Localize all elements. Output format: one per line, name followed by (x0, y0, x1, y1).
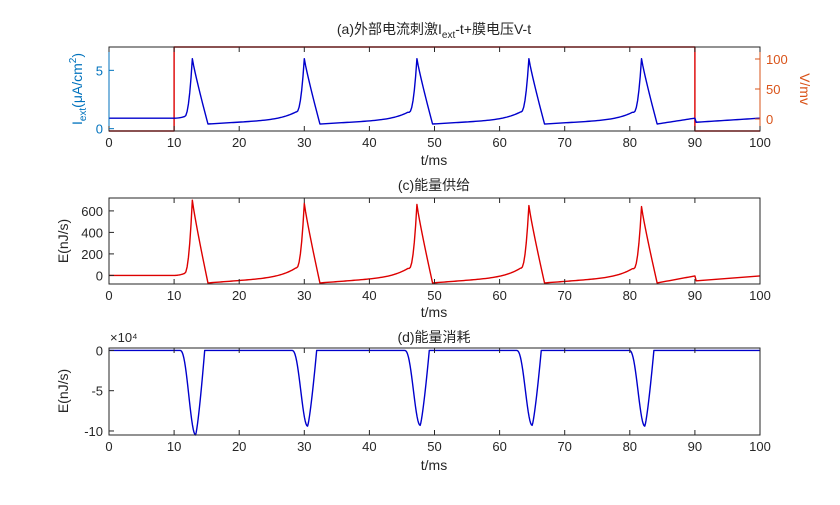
panel-d-x-label: t/ms (421, 457, 447, 473)
x-tick-label: 50 (427, 135, 441, 150)
panel-a: (a)外部电流刺激Iext-t+膜电压V-t 0 10 20 30 40 50 60 70 80… (68, 21, 813, 168)
x-tick-label: 70 (557, 439, 571, 454)
panel-a-series (109, 46, 761, 132)
x-tick-label: 20 (232, 439, 246, 454)
x-tick-label: 100 (749, 288, 771, 303)
x-tick-label: 80 (623, 439, 637, 454)
x-tick-label: 50 (427, 439, 441, 454)
panel-c-x-ticks: 0 10 20 30 40 50 60 70 80 90 100 (105, 198, 771, 303)
panel-d-y-ticks: 0 -5 -10 (84, 343, 114, 439)
x-tick-label: 40 (362, 135, 376, 150)
x-tick-label: 10 (167, 288, 181, 303)
x-tick-label: 60 (492, 135, 506, 150)
y-tick-label: 0 (96, 343, 103, 358)
panel-c-series (109, 199, 761, 284)
x-tick-label: 30 (297, 439, 311, 454)
panel-d-title: (d)能量消耗 (397, 329, 470, 345)
y-tick-label: 5 (96, 63, 103, 78)
panel-a-right-y-ticks: 0 50 100 (755, 52, 788, 127)
panel-d-y-label: E(nJ/s) (55, 369, 71, 413)
x-tick-label: 90 (688, 288, 702, 303)
x-tick-label: 0 (105, 439, 112, 454)
y-tick-label: 400 (81, 225, 103, 240)
energy-consumption-line (109, 349, 760, 436)
y-tick-label: 0 (96, 122, 103, 137)
y-tick-label: -5 (91, 384, 103, 399)
y-tick-label: 200 (81, 247, 103, 262)
x-tick-label: 100 (749, 135, 771, 150)
x-tick-label: 0 (105, 135, 112, 150)
x-tick-label: 60 (492, 288, 506, 303)
x-tick-label: 10 (167, 439, 181, 454)
panel-c-axes-box (108, 197, 761, 285)
panel-c-title: (c)能量供给 (398, 177, 470, 193)
panel-d-axes-box (108, 347, 761, 436)
x-tick-label: 30 (297, 288, 311, 303)
x-tick-label: 20 (232, 135, 246, 150)
y-tick-label: 0 (96, 268, 103, 283)
y-tick-label-right: 50 (766, 82, 780, 97)
panel-d: (d)能量消耗 ×10⁴ 0 10 20 30 40 50 60 70 80 90 100 0 -5 -… (55, 329, 771, 473)
x-tick-label: 90 (688, 135, 702, 150)
panel-c-x-label: t/ms (421, 304, 447, 320)
panel-a-left-y-ticks: 05 (96, 63, 114, 137)
x-tick-label: 100 (749, 439, 771, 454)
panel-a-x-label: t/ms (421, 152, 447, 168)
x-tick-label: 90 (688, 439, 702, 454)
x-tick-label: 30 (297, 135, 311, 150)
panel-c-y-ticks: 0 200 400 600 (81, 204, 114, 283)
energy-supply-line (109, 199, 761, 284)
panel-a-right-y-label: V/mv (797, 73, 813, 105)
y-tick-label: -10 (84, 424, 103, 439)
panel-d-x-ticks: 0 10 20 30 40 50 60 70 80 90 100 (105, 348, 771, 454)
panel-a-title: (a)外部电流刺激Iext-t+膜电压V-t (337, 21, 531, 41)
x-tick-label: 50 (427, 288, 441, 303)
x-tick-label: 40 (362, 288, 376, 303)
x-tick-label: 60 (492, 439, 506, 454)
membrane-voltage-line (109, 57, 761, 125)
y-tick-label-right: 0 (766, 112, 773, 127)
panel-a-left-y-label: Iext(μA/cm2) (68, 53, 89, 125)
x-tick-label: 10 (167, 135, 181, 150)
x-tick-label: 40 (362, 439, 376, 454)
x-tick-label: 70 (557, 135, 571, 150)
panel-a-x-ticks: 0 10 20 30 40 50 60 70 80 90 100 (105, 47, 771, 150)
x-tick-label: 0 (105, 288, 112, 303)
panel-d-series (109, 349, 760, 436)
panel-d-exponent-label: ×10⁴ (110, 330, 138, 345)
x-tick-label: 20 (232, 288, 246, 303)
y-tick-label-right: 100 (766, 52, 788, 67)
y-tick-label: 600 (81, 204, 103, 219)
panel-c-y-label: E(nJ/s) (55, 219, 71, 263)
x-tick-label: 80 (623, 135, 637, 150)
x-tick-label: 80 (623, 288, 637, 303)
panel-c: (c)能量供给 0 10 20 30 40 50 60 70 80 90 100 0 200 400 60… (55, 177, 771, 320)
x-tick-label: 70 (557, 288, 571, 303)
